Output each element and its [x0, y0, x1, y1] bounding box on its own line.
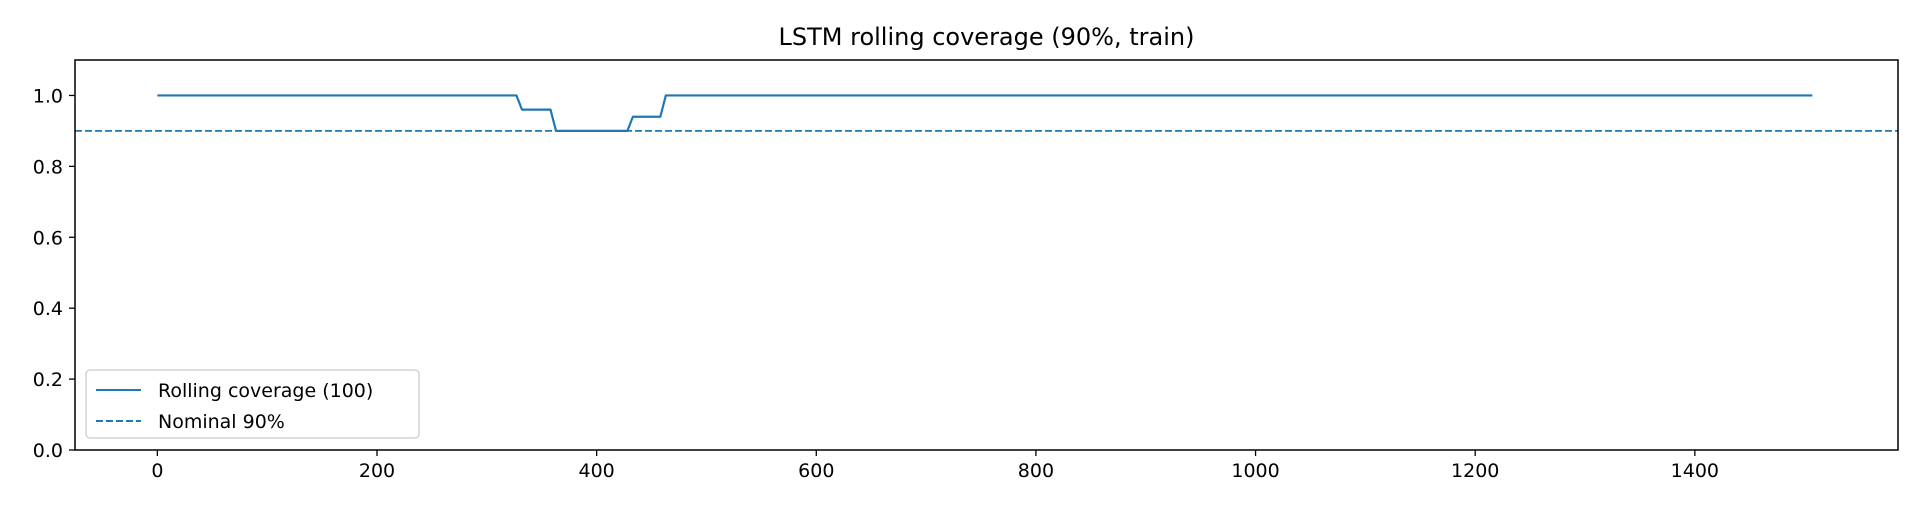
legend-label: Rolling coverage (100) [158, 380, 373, 402]
x-tick-label: 800 [1018, 460, 1054, 482]
x-tick-label: 0 [151, 460, 163, 482]
plot-area [74, 59, 1899, 451]
x-tick-label: 600 [798, 460, 834, 482]
x-tick-label: 200 [359, 460, 395, 482]
x-tick-label: 1400 [1671, 460, 1719, 482]
chart-title: LSTM rolling coverage (90%, train) [779, 23, 1195, 51]
y-tick-label: 0.2 [33, 369, 63, 391]
y-tick-label: 0.6 [33, 227, 63, 249]
y-tick-label: 0.8 [33, 156, 63, 178]
y-tick-label: 0.0 [33, 440, 63, 462]
y-axis: 0.0 0.2 0.4 0.6 0.8 1.0 [33, 85, 75, 462]
x-tick-label: 1200 [1451, 460, 1499, 482]
y-tick-label: 0.4 [33, 298, 63, 320]
legend-label: Nominal 90% [158, 411, 285, 433]
x-axis: 0 200 400 600 800 1000 1200 1400 [151, 450, 1719, 482]
x-tick-label: 1000 [1231, 460, 1279, 482]
axes-frame [74, 59, 1899, 451]
x-tick-label: 400 [579, 460, 615, 482]
legend-box [85, 369, 420, 439]
legend: Rolling coverage (100) Nominal 90% [85, 369, 420, 439]
y-tick-label: 1.0 [33, 85, 63, 107]
